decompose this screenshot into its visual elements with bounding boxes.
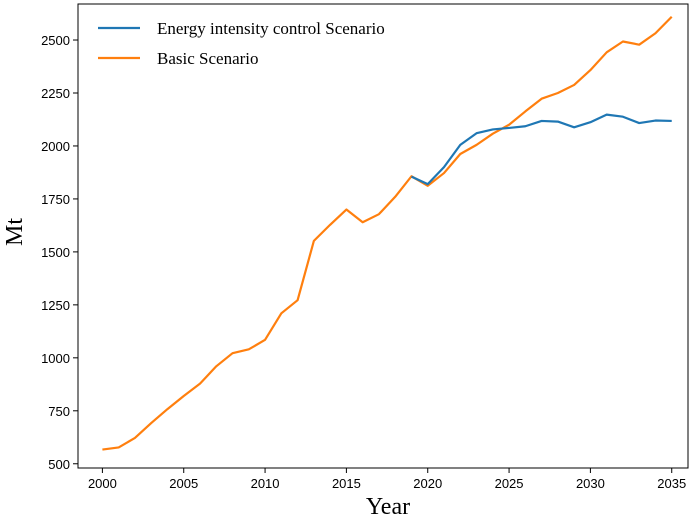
series-line-energy-intensity-control (411, 113, 672, 186)
y-tick-label: 1500 (41, 245, 70, 260)
y-tick-label: 1000 (41, 351, 70, 366)
x-tick-label: 2015 (332, 476, 361, 491)
y-tick-label: 1250 (41, 298, 70, 313)
legend-label: Basic Scenario (157, 49, 259, 68)
y-tick-label: 500 (48, 457, 70, 472)
y-tick-label: 1750 (41, 192, 70, 207)
plot-frame (77, 3, 689, 469)
x-axis-title: Year (366, 494, 410, 518)
y-axis-title: Mt (2, 218, 28, 246)
x-tick-label: 2000 (88, 476, 117, 491)
series-line-basic (102, 15, 673, 451)
y-tick-label: 2250 (41, 86, 70, 101)
x-tick-label: 2035 (657, 476, 686, 491)
y-tick-label: 2500 (41, 33, 70, 48)
y-tick-label: 750 (48, 404, 70, 419)
x-tick-label: 2005 (169, 476, 198, 491)
y-tick-label: 2000 (41, 139, 70, 154)
x-tick-label: 2025 (495, 476, 524, 491)
x-tick-label: 2010 (251, 476, 280, 491)
legend-label: Energy intensity control Scenario (157, 19, 385, 38)
x-tick-label: 2020 (413, 476, 442, 491)
x-tick-label: 2030 (576, 476, 605, 491)
